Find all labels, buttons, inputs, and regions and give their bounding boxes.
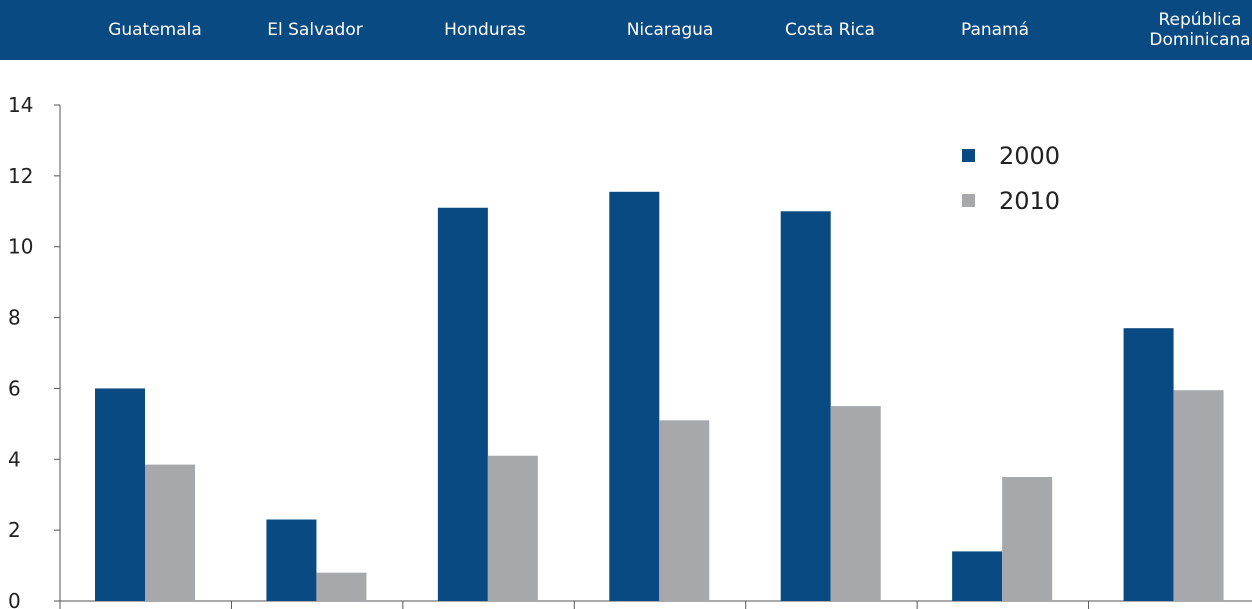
bar-2000-honduras — [437, 207, 488, 601]
y-tick-label: 14 — [8, 93, 33, 117]
y-tick-label: 4 — [8, 447, 21, 471]
bar-2010-el-salvador — [316, 572, 367, 601]
legend-label-2010: 2010 — [999, 187, 1060, 215]
bar-2010-nicaragua — [659, 420, 710, 601]
y-tick-label: 8 — [8, 306, 21, 330]
bar-chart: 0 2 4 6 8 10 12 14 2000 2010 — [8, 93, 1252, 609]
category-label: Guatemala — [108, 20, 202, 40]
bar-2010-honduras — [487, 455, 538, 601]
bar-2000-panamá — [952, 551, 1003, 601]
bar-2010-costa-rica — [830, 406, 881, 601]
legend-swatch-2010 — [962, 194, 975, 207]
bar-2000-costa-rica — [780, 211, 831, 602]
legend-swatch-2000 — [962, 149, 975, 162]
y-tick-label: 2 — [8, 518, 21, 542]
bar-2000-nicaragua — [609, 191, 660, 602]
y-tick-label: 0 — [8, 589, 21, 609]
bar-2010-guatemala — [145, 464, 195, 601]
bar-2000-república-dominicana — [1123, 328, 1174, 601]
category-label: Honduras — [444, 20, 526, 40]
y-tick-label: 12 — [8, 164, 33, 188]
bar-2000-el-salvador — [266, 519, 317, 601]
category-label: El Salvador — [267, 20, 363, 40]
category-label: Nicaragua — [626, 20, 714, 40]
legend-label-2000: 2000 — [999, 142, 1060, 170]
bar-2010-república-dominicana — [1173, 390, 1224, 601]
bar-2000-guatemala — [95, 388, 145, 601]
category-label: República Dominicana — [1149, 10, 1251, 50]
category-label: Costa Rica — [785, 20, 875, 40]
y-tick-label: 10 — [8, 235, 33, 259]
category-header-band — [0, 0, 1252, 60]
bar-2010-panamá — [1002, 477, 1053, 601]
category-label: Panamá — [960, 20, 1030, 40]
y-tick-label: 6 — [8, 376, 21, 400]
